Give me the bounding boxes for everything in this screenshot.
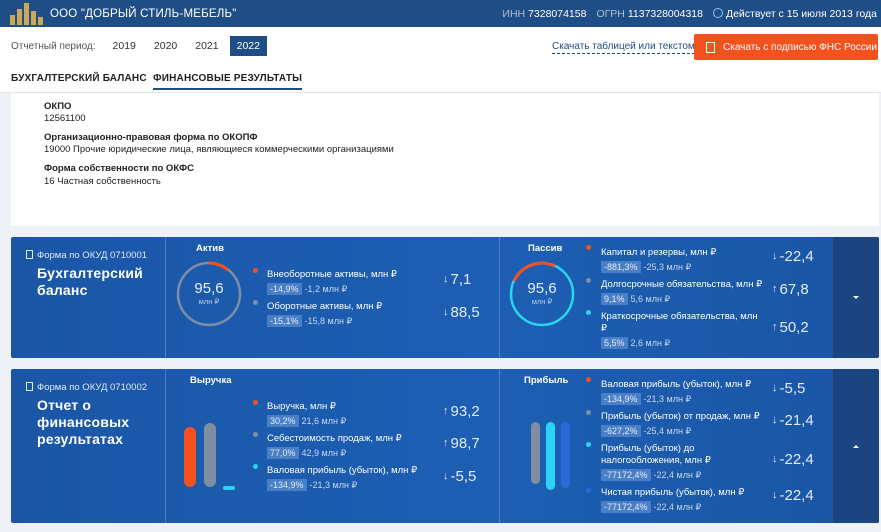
revenue-item: Выручка, млн ₽ 30,2% 21,6 млн ₽ xyxy=(267,401,347,427)
top-bar: ООО "ДОБРЫЙ СТИЛЬ-МЕБЕЛЬ" ИНН 7328074158… xyxy=(0,0,881,27)
liabilities-unit: млн ₽ xyxy=(531,297,553,306)
results-title: Отчет о финансовых результатах xyxy=(37,397,130,447)
asset-item: Внеоборотные активы, млн ₽ -14,9% -1,2 мл… xyxy=(267,269,397,295)
liability-item: Капитал и резервы, млн ₽ -881,3% -25,3 мл… xyxy=(601,247,717,273)
assets-unit: млн ₽ xyxy=(198,297,220,306)
profit-item: Прибыль (убыток) до налогообложения, млн… xyxy=(601,443,711,481)
profit-label: Прибыль xyxy=(524,375,569,386)
period-selector: Отчетный период: 2019 2020 2021 2022 Ска… xyxy=(0,27,881,65)
profit-item: Чистая прибыль (убыток), млн ₽ -77172,4%… xyxy=(601,487,745,513)
revenue-delta: ↑ 93,2 xyxy=(443,403,480,420)
profit-delta: ↓ -22,4 xyxy=(772,487,814,504)
company-logo-icon xyxy=(10,2,44,25)
assets-gauge: 95,6 млн ₽ xyxy=(176,261,242,327)
year-2020[interactable]: 2020 xyxy=(153,40,178,52)
ogrn-label: ОГРН xyxy=(596,7,625,20)
results-collapse-button[interactable] xyxy=(833,369,879,523)
download-table-link[interactable]: Скачать таблицей или текстом xyxy=(552,41,695,54)
pdf-icon xyxy=(706,41,715,53)
profit-bar xyxy=(561,422,570,488)
tab-financial-results[interactable]: ФИНАНСОВЫЕ РЕЗУЛЬТАТЫ xyxy=(153,73,303,90)
check-icon xyxy=(712,7,723,18)
liability-item: Краткосрочные обязательства, млн ₽ 5,5% 2… xyxy=(601,311,758,349)
year-2022[interactable]: 2022 xyxy=(229,36,267,56)
download-signed-button[interactable]: Скачать с подписью ФНС России xyxy=(694,34,878,60)
document-icon xyxy=(26,382,33,391)
chevron-down-icon xyxy=(853,295,859,299)
download-signed-label: Скачать с подписью ФНС России xyxy=(723,41,877,53)
okpo-value: 12561100 xyxy=(44,113,86,124)
okpo-label: ОКПО xyxy=(44,101,72,112)
balance-okud: Форма по ОКУД 0710001 xyxy=(26,250,147,261)
results-panel[interactable]: Форма по ОКУД 0710002 Отчет о финансовых р… xyxy=(11,369,879,523)
asset-delta: ↓ 88,5 xyxy=(443,304,480,321)
revenue-bar xyxy=(184,427,196,487)
revenue-delta: ↓ -5,5 xyxy=(443,468,477,485)
asset-item: Оборотные активы, млн ₽ -15,1% -15,8 млн … xyxy=(267,301,383,327)
gross-profit-bar xyxy=(223,486,235,490)
revenue-item: Себестоимость продаж, млн ₽ 77,0% 42,9 мл… xyxy=(267,433,402,459)
company-name: ООО "ДОБРЫЙ СТИЛЬ-МЕБЕЛЬ" xyxy=(50,7,237,20)
revenue-delta: ↑ 98,7 xyxy=(443,435,480,452)
revenue-label: Выручка xyxy=(190,375,232,386)
document-icon xyxy=(26,250,33,259)
liability-item: Долгосрочные обязательства, млн ₽ 9,1% 5,… xyxy=(601,279,763,305)
opf-label: Организационно-правовая форма по ОКОПФ xyxy=(44,132,258,143)
results-okud: Форма по ОКУД 0710002 xyxy=(26,382,147,393)
okfs-value: 16 Частная собственность xyxy=(44,176,161,187)
assets-total: 95,6 xyxy=(194,280,224,297)
registration-info: ИНН 7328074158 ОГРН 1137328004318 Действ… xyxy=(502,0,877,27)
chevron-up-icon xyxy=(853,445,859,448)
okfs-label: Форма собственности по ОКФС xyxy=(44,163,194,174)
liabilities-total: 95,6 xyxy=(527,280,557,297)
inn-label: ИНН xyxy=(502,7,526,20)
profit-delta: ↓ -21,4 xyxy=(772,412,814,429)
profit-delta: ↓ -5,5 xyxy=(772,380,806,397)
year-2019[interactable]: 2019 xyxy=(112,40,136,52)
report-tabs: БУХГАЛТЕРСКИЙ БАЛАНС ФИНАНСОВЫЕ РЕЗУЛЬТА… xyxy=(0,65,881,93)
profit-bar xyxy=(531,422,540,484)
balance-expand-button[interactable] xyxy=(833,237,879,358)
profit-item: Валовая прибыль (убыток), млн ₽ -134,9% -… xyxy=(601,379,752,405)
profit-item: Прибыль (убыток) от продаж, млн ₽ -627,2… xyxy=(601,411,760,437)
status-text: Действует с 15 июля 2013 года xyxy=(725,7,877,20)
balance-panel[interactable]: Форма по ОКУД 0710001 Бухгалтерский балан… xyxy=(11,237,879,358)
profit-bar xyxy=(546,422,555,490)
liability-delta: ↑ 50,2 xyxy=(772,319,809,336)
ogrn-value: 1137328004318 xyxy=(627,7,703,20)
liabilities-label: Пассив xyxy=(528,243,563,254)
balance-title: Бухгалтерский баланс xyxy=(37,265,143,298)
tab-balance[interactable]: БУХГАЛТЕРСКИЙ БАЛАНС xyxy=(11,73,147,84)
asset-delta: ↓ 7,1 xyxy=(443,271,472,288)
company-info-card: ОКПО 12561100 Организационно-правовая фо… xyxy=(11,93,879,226)
period-label: Отчетный период: xyxy=(11,40,96,52)
profit-delta: ↓ -22,4 xyxy=(772,451,814,468)
assets-label: Актив xyxy=(196,243,224,254)
cost-bar xyxy=(204,423,216,487)
liabilities-gauge: 95,6 млн ₽ xyxy=(509,261,575,327)
revenue-item: Валовая прибыль (убыток), млн ₽ -134,9% -… xyxy=(267,465,418,491)
liability-delta: ↑ 67,8 xyxy=(772,281,809,298)
inn-value: 7328074158 xyxy=(528,7,587,20)
liability-delta: ↓ -22,4 xyxy=(772,248,814,265)
year-2021[interactable]: 2021 xyxy=(195,40,219,52)
opf-value: 19000 Прочие юридические лица, являющиес… xyxy=(44,144,394,155)
